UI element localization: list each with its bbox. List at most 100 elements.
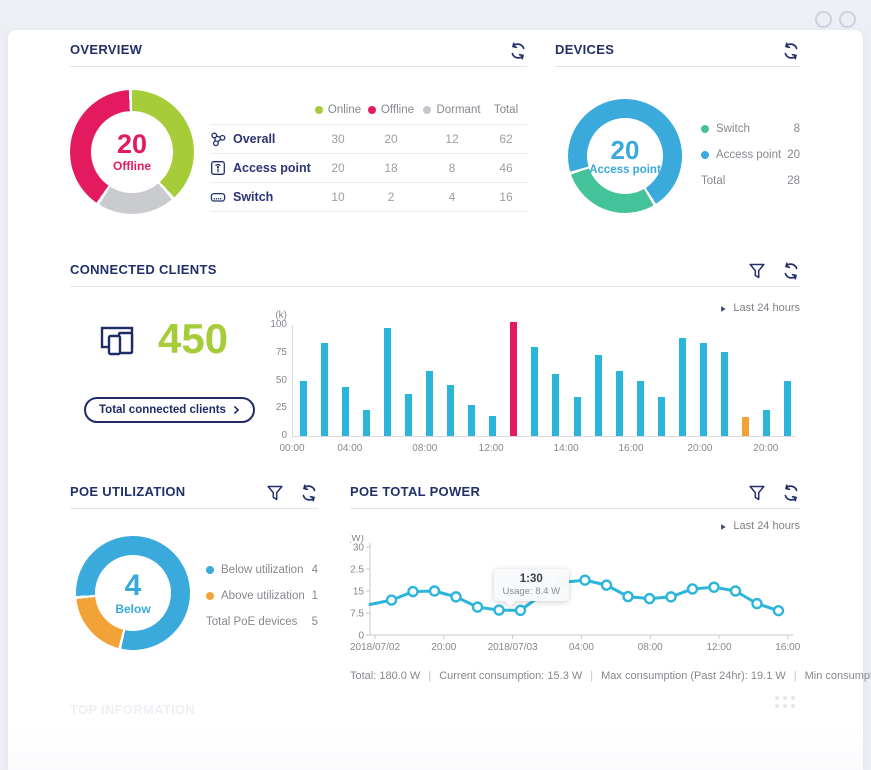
- stat-item: Total: 180.0 W: [350, 670, 421, 682]
- bar[interactable]: [489, 416, 497, 436]
- refresh-icon[interactable]: [782, 262, 800, 280]
- button-label: Total connected clients: [99, 404, 226, 416]
- svg-text:22.5: 22.5: [350, 565, 364, 576]
- bar[interactable]: [721, 351, 729, 436]
- refresh-icon[interactable]: [300, 484, 318, 502]
- drag-handle-icon[interactable]: [775, 696, 801, 708]
- offline-count: 20: [116, 129, 148, 159]
- data-point-marker[interactable]: [622, 590, 634, 603]
- client-devices-icon: [100, 322, 144, 362]
- data-point-marker[interactable]: [514, 604, 527, 617]
- window-control-icon[interactable]: [839, 11, 856, 28]
- table-row: Switch 10 2 4 16: [210, 183, 527, 212]
- bar[interactable]: [320, 342, 328, 436]
- table-cell: 2: [387, 190, 395, 204]
- access-point-label: Access point: [589, 163, 661, 176]
- bar[interactable]: [468, 404, 476, 436]
- data-point-marker[interactable]: [471, 601, 484, 613]
- refresh-icon[interactable]: [782, 42, 800, 60]
- bar[interactable]: [383, 328, 391, 436]
- legend-dot-icon: [206, 566, 214, 574]
- x-axis-tick-label: 08:00: [412, 443, 438, 454]
- data-point-marker[interactable]: [665, 591, 677, 603]
- bar[interactable]: [531, 347, 539, 436]
- legend-item: Below utilization 4: [206, 557, 318, 583]
- poe-utilization-title: POE UTILIZATION: [70, 484, 186, 499]
- svg-text:30: 30: [353, 543, 365, 554]
- overview-donut-chart[interactable]: 20 Offline: [70, 90, 194, 214]
- row-label-text: Overall: [233, 132, 276, 146]
- bar[interactable]: [362, 410, 370, 436]
- bar[interactable]: [447, 384, 455, 436]
- bar[interactable]: [678, 338, 686, 436]
- bar[interactable]: [657, 397, 665, 436]
- data-point-marker[interactable]: [708, 581, 720, 593]
- data-point-marker[interactable]: [385, 594, 398, 606]
- poe-utilization-donut-chart[interactable]: 4 Below: [76, 536, 190, 650]
- data-point-marker[interactable]: [493, 604, 505, 616]
- svg-text:20:00: 20:00: [431, 642, 456, 653]
- row-label: Access point: [210, 160, 313, 176]
- bar[interactable]: [700, 342, 708, 436]
- data-point-marker[interactable]: [579, 574, 591, 586]
- x-axis-tick-label: 12:00: [478, 443, 504, 454]
- devices-donut-chart[interactable]: 20 Access point: [568, 99, 682, 213]
- devices-panel: DEVICES 20 Access point Switch 8 Access po…: [555, 38, 800, 250]
- filter-icon[interactable]: [266, 484, 284, 502]
- bar[interactable]: [510, 321, 518, 436]
- bar[interactable]: [742, 417, 750, 436]
- data-point-marker[interactable]: [407, 585, 419, 598]
- filter-icon[interactable]: [748, 484, 766, 502]
- bar[interactable]: [615, 370, 623, 436]
- bar[interactable]: [784, 380, 792, 436]
- refresh-icon[interactable]: [509, 42, 527, 60]
- connected-clients-title: CONNECTED CLIENTS: [70, 262, 217, 277]
- connected-clients-panel: CONNECTED CLIENTS Last 24 hours 450 Tota…: [70, 258, 800, 472]
- data-point-marker[interactable]: [686, 583, 699, 595]
- table-cell: 30: [331, 132, 345, 146]
- bar[interactable]: [594, 354, 602, 436]
- svg-text:08:00: 08:00: [638, 642, 663, 653]
- poe-utilization-header: POE UTILIZATION: [70, 480, 318, 509]
- bar[interactable]: [425, 370, 433, 436]
- column-header: Online: [313, 104, 363, 116]
- bar[interactable]: [299, 380, 307, 436]
- data-point-marker[interactable]: [450, 591, 462, 603]
- bar[interactable]: [341, 387, 349, 436]
- bar[interactable]: [404, 393, 412, 436]
- total-connected-clients-button[interactable]: Total connected clients: [84, 397, 255, 423]
- refresh-icon[interactable]: [782, 484, 800, 502]
- next-section-title: TOP INFORMATION: [70, 702, 196, 717]
- table-header-row: Online Offline Dormant Total: [210, 96, 527, 125]
- play-icon: [720, 522, 727, 530]
- connected-clients-bar-chart: (k) 100 75 50 25 0 00:00 04:00 08:00 12:00 14:00 16…: [270, 310, 798, 460]
- data-point-marker[interactable]: [729, 585, 742, 597]
- table-row: Overall 30 20 12 62: [210, 125, 527, 154]
- legend-label: Access point: [716, 149, 782, 161]
- poe-utilization-panel: POE UTILIZATION 4 Below Below utilizatio…: [70, 480, 318, 695]
- data-point-marker[interactable]: [600, 579, 613, 591]
- bar[interactable]: [573, 397, 581, 436]
- devices-header: DEVICES: [555, 38, 800, 67]
- data-point-marker[interactable]: [772, 604, 785, 617]
- time-range-selector[interactable]: Last 24 hours: [720, 520, 800, 532]
- bar[interactable]: [636, 380, 644, 436]
- stat-item: Min consumption (Past 24hr): 1.3 W: [804, 670, 871, 682]
- table-cell: 16: [499, 190, 513, 204]
- table-cell: 12: [445, 132, 459, 146]
- filter-icon[interactable]: [748, 262, 766, 280]
- bar[interactable]: [763, 410, 771, 436]
- legend-dot-icon: [701, 125, 709, 133]
- legend-value: 28: [787, 175, 800, 187]
- time-range-label: Last 24 hours: [733, 520, 800, 532]
- time-range-selector[interactable]: Last 24 hours: [720, 302, 800, 314]
- window-control-icon[interactable]: [815, 11, 832, 28]
- stat-separator: |: [793, 670, 797, 682]
- bar[interactable]: [552, 373, 560, 436]
- below-count: 4: [124, 568, 142, 602]
- legend-dot-icon: [701, 151, 709, 159]
- data-point-marker[interactable]: [428, 585, 441, 597]
- data-point-marker[interactable]: [751, 597, 763, 610]
- data-point-marker[interactable]: [643, 592, 656, 605]
- column-header-label: Dormant: [436, 104, 481, 116]
